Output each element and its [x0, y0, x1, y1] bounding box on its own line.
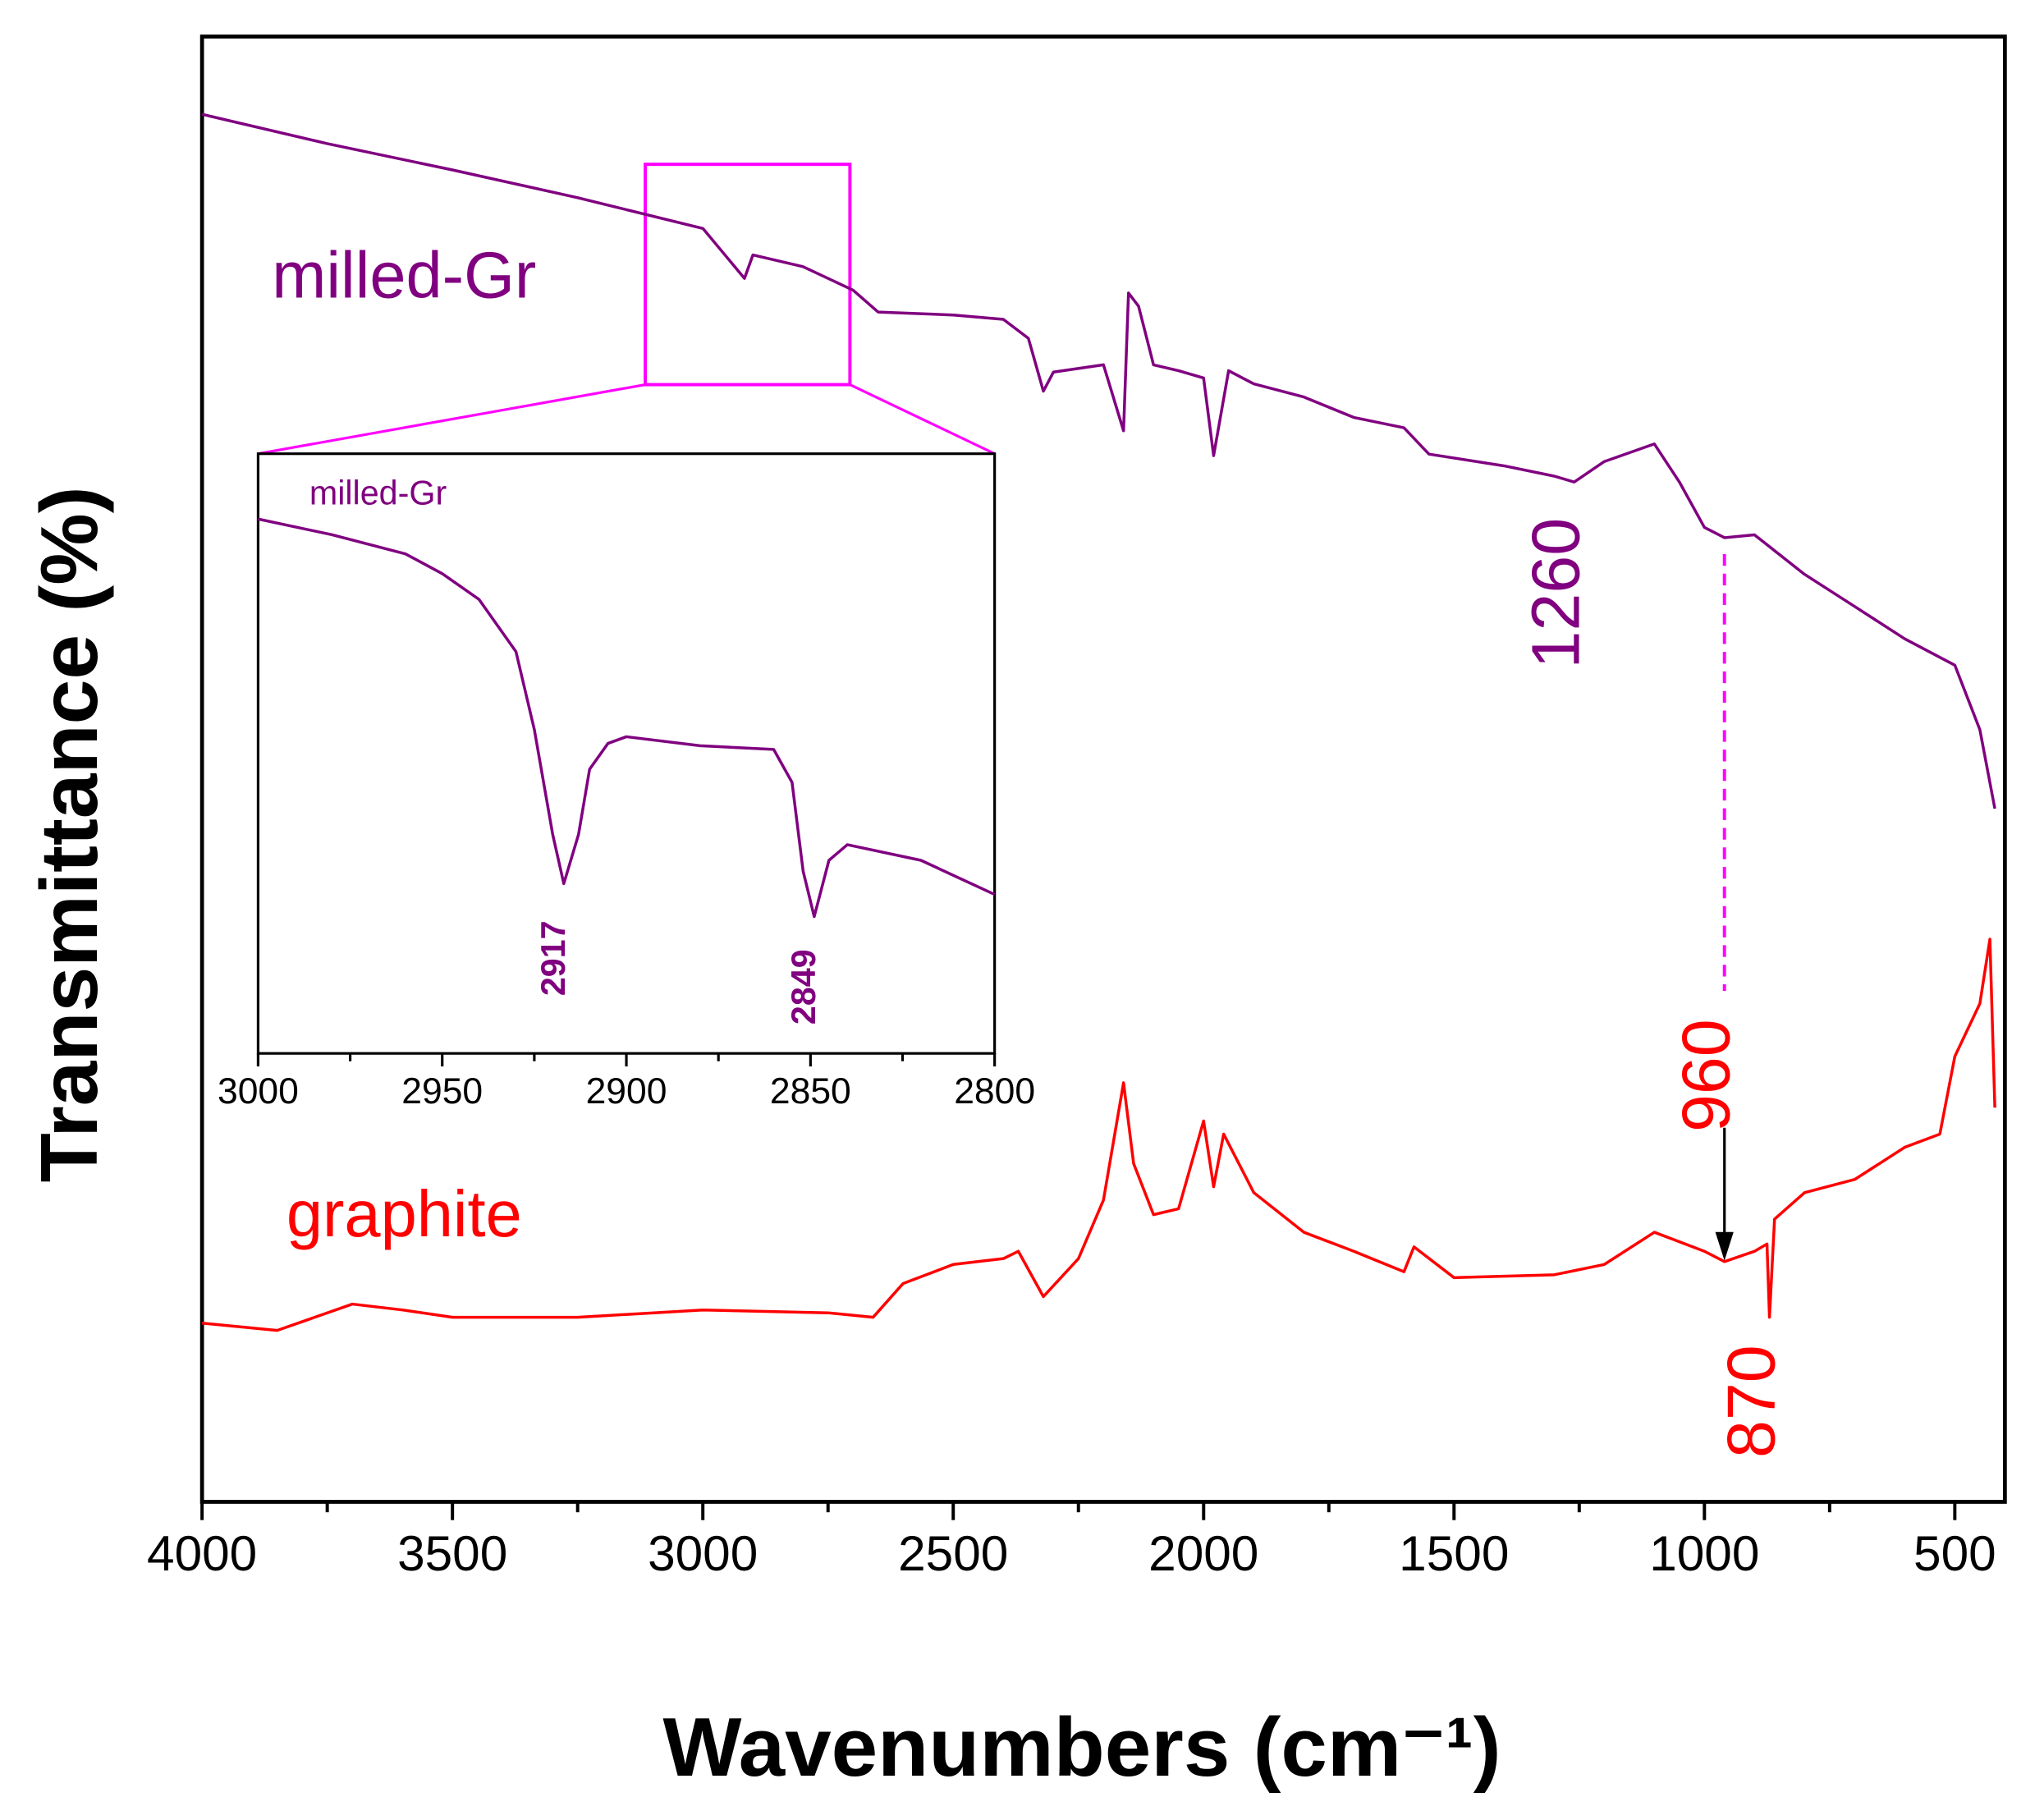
series-label: graphite [286, 1177, 522, 1250]
x-tick-label: 4000 [147, 1525, 257, 1581]
x-tick-label: 3000 [648, 1525, 758, 1581]
x-tick-label: 2900 [586, 1071, 667, 1112]
peak-label: 960 [1669, 1019, 1744, 1132]
x-tick-label: 500 [1913, 1525, 1996, 1581]
series-line [201, 938, 1996, 1332]
series-line [258, 517, 996, 919]
series-line [201, 112, 1996, 809]
zoom-connector [849, 383, 996, 456]
x-tick-label: 2500 [898, 1525, 1008, 1581]
peak-label: 2849 [785, 949, 823, 1025]
peak-label: 870 [1714, 1345, 1790, 1458]
x-axis-title: Wavenumbers (cm⁻¹) [662, 1700, 1501, 1794]
x-tick-label: 1500 [1399, 1525, 1509, 1581]
inset-frame [256, 452, 997, 1055]
zoom-connector [258, 383, 646, 456]
x-tick-label: 3500 [397, 1525, 507, 1581]
series-label: milled-Gr [272, 238, 536, 311]
x-tick-label: 3000 [218, 1071, 299, 1112]
arrow-head [1715, 1231, 1734, 1261]
zoom-box [644, 163, 852, 387]
x-tick-label: 2800 [954, 1071, 1035, 1112]
x-tick-label: 1000 [1649, 1525, 1759, 1581]
peak-label: 1260 [1519, 518, 1594, 669]
x-tick-label: 2950 [401, 1071, 483, 1112]
x-tick-label: 2850 [770, 1071, 851, 1112]
x-tick-label: 2000 [1148, 1525, 1258, 1581]
y-axis-title: Transmittance (%) [24, 486, 114, 1182]
series-label: milled-Gr [309, 474, 447, 511]
plot-frame [199, 34, 2007, 1504]
peak-label: 2917 [534, 920, 572, 996]
